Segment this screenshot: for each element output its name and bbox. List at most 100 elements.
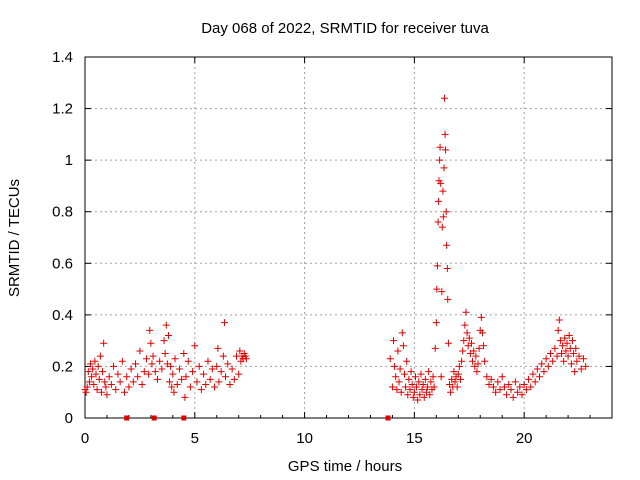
data-point [507,386,515,394]
data-point [405,375,413,383]
data-point [396,365,404,373]
data-point [160,337,168,345]
data-point [204,357,212,365]
data-point [472,352,480,360]
data-point [559,342,567,350]
data-point [146,326,154,334]
data-point [386,355,394,363]
data-point [480,342,488,350]
data-point [158,365,166,373]
data-point [178,375,186,383]
data-point [424,383,432,391]
data-point [173,380,181,388]
data-point [465,334,473,342]
data-point [511,378,519,386]
data-point [110,362,118,370]
data-point [226,380,234,388]
data-point [429,373,437,381]
data-point [235,370,243,378]
data-point [420,393,428,401]
data-point [102,383,110,391]
data-point [455,362,463,370]
data-point [492,388,500,396]
x-tick-label: 0 [81,430,89,447]
data-point [434,218,442,226]
data-point [450,368,458,376]
data-point [453,383,461,391]
data-point [582,362,590,370]
data-point [217,368,225,376]
data-point [90,380,98,388]
data-point [399,342,407,350]
data-point [107,380,115,388]
data-point [463,329,471,337]
data-point [220,319,228,327]
y-tick-label: 0.2 [52,358,73,375]
data-point [462,308,470,316]
data-point [571,368,579,376]
data-point [407,368,415,376]
data-point [575,352,583,360]
data-point [563,339,571,347]
data-point [392,373,400,381]
data-point [525,375,533,383]
x-tick-label: 20 [516,430,533,447]
data-point [440,94,448,102]
data-point [195,362,203,370]
data-point [193,378,201,386]
data-point [473,368,481,376]
data-point [402,383,410,391]
data-point [474,360,482,368]
data-point [410,388,418,396]
x-tick-label: 10 [296,430,313,447]
data-point [469,357,477,365]
data-point [557,350,565,358]
data-point [567,360,575,368]
data-point [451,378,459,386]
data-point [444,295,452,303]
data-point [419,380,427,388]
data-point [443,264,451,272]
data-point [94,362,102,370]
data-point [147,339,155,347]
y-tick-label: 0.4 [52,307,73,324]
data-point [538,360,546,368]
x-tick-label: 5 [191,430,199,447]
data-point [489,383,497,391]
data-point [100,339,108,347]
grid [85,57,612,418]
data-point [487,375,495,383]
data-point [242,355,250,363]
data-point [123,373,131,381]
data-point [416,391,424,399]
data-point [447,388,455,396]
data-point [215,378,223,386]
data-point [162,321,170,329]
data-point [520,380,528,388]
data-point [118,357,126,365]
data-point [403,357,411,365]
data-point [96,352,104,360]
data-point [224,360,232,368]
data-point [481,357,489,365]
data-point [186,383,194,391]
data-point [169,370,177,378]
data-point [156,357,164,365]
data-point [85,378,93,386]
data-point [413,383,421,391]
data-point [483,373,491,381]
chart-title: Day 068 of 2022, SRMTID for receiver tuv… [201,20,489,37]
data-point [180,350,188,358]
data-point [551,344,559,352]
data-point [477,313,485,321]
data-point [116,378,124,386]
y-tick-label: 0.8 [52,204,73,221]
data-point [503,391,511,399]
data-point [496,386,504,394]
data-point [197,386,205,394]
data-point [191,342,199,350]
data-point [426,391,434,399]
data-point [211,383,219,391]
data-point [438,288,446,296]
